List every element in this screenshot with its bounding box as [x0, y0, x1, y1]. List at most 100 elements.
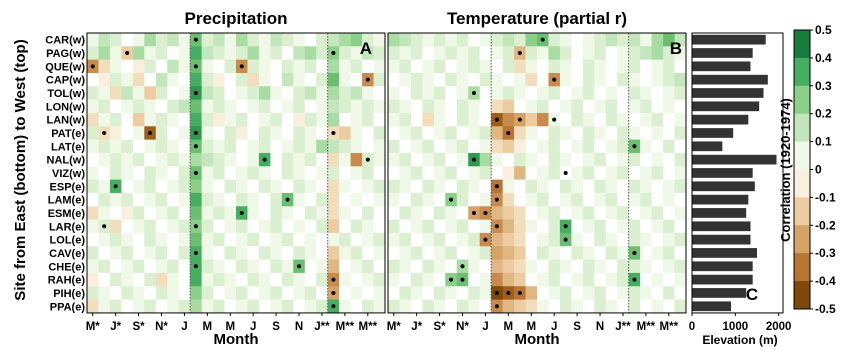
heatmap-cell [373, 286, 386, 300]
heatmap-cell [628, 152, 641, 167]
heatmap-cell [582, 33, 595, 47]
x-tick-label: M** [660, 321, 679, 333]
heatmap-cell [559, 272, 572, 287]
heatmap-cell [617, 72, 630, 87]
heatmap-cell [87, 33, 99, 47]
elevation-bar [692, 221, 751, 232]
heatmap-cell [674, 166, 687, 181]
heatmap-cell [525, 152, 538, 167]
heatmap-cell [640, 286, 653, 300]
heatmap-cell [213, 86, 225, 101]
heatmap-cell [594, 126, 607, 141]
heatmap-cell [456, 152, 469, 167]
heatmap-cell [663, 152, 675, 167]
heatmap-cell [433, 299, 446, 314]
heatmap-cell [167, 272, 180, 287]
heatmap-cell [674, 272, 687, 287]
significance-dot [449, 197, 454, 202]
significance-dot [506, 130, 511, 135]
significance-dot [552, 117, 557, 122]
heatmap-cell [468, 33, 481, 47]
heatmap-cell [270, 179, 283, 194]
heatmap-cell [559, 286, 572, 300]
heatmap-cell [582, 179, 595, 194]
x-tick-label: J [181, 321, 187, 333]
heatmap-cell [388, 86, 400, 101]
heatmap-cell [651, 99, 664, 114]
heatmap-cell [674, 259, 687, 274]
heatmap-cell [201, 286, 214, 300]
heatmap-cell [304, 72, 317, 87]
heatmap-cell [617, 33, 630, 47]
panel-a-title: Precipitation [185, 9, 288, 28]
heatmap-cell [571, 192, 584, 207]
heatmap-cell [109, 192, 122, 207]
heatmap-cell [224, 33, 237, 47]
heatmap-cell [399, 272, 412, 287]
heatmap-cell [339, 86, 352, 101]
heatmap-cell [362, 286, 374, 300]
heatmap-cell [628, 126, 641, 141]
heatmap-cell [582, 232, 595, 247]
heatmap-cell [281, 299, 294, 314]
heatmap-cell [445, 299, 458, 314]
heatmap-cell [362, 232, 374, 247]
heatmap-cell [456, 72, 469, 87]
significance-dot [193, 90, 198, 95]
heatmap-cell [98, 259, 111, 274]
elevation-bar [692, 101, 760, 112]
heatmap-cell [201, 99, 214, 114]
site-label: LAT(e) [51, 141, 85, 153]
significance-dot [632, 250, 637, 255]
heatmap-cell [178, 299, 191, 314]
heatmap-cell [605, 272, 618, 287]
heatmap-cell [525, 299, 538, 314]
panel-b-x-label: Month [515, 331, 560, 348]
heatmap-cell [525, 86, 538, 101]
heatmap-cell [525, 46, 538, 61]
heatmap-cell [132, 286, 145, 300]
heatmap-cell [468, 232, 481, 247]
heatmap-cell [373, 179, 386, 194]
heatmap-cell [327, 72, 340, 87]
heatmap-cell [410, 192, 423, 207]
heatmap-cell [422, 232, 435, 247]
heatmap-cell [388, 299, 400, 314]
heatmap-cell [594, 286, 607, 300]
heatmap-cell [491, 232, 504, 247]
heatmap-cell [178, 72, 191, 87]
heatmap-cell [582, 286, 595, 300]
heatmap-cell [525, 99, 538, 114]
heatmap-cell [98, 72, 111, 87]
heatmap-cell [144, 299, 157, 314]
colorbar-swatch [794, 113, 810, 142]
heatmap-cell [109, 272, 122, 287]
heatmap-cell [445, 99, 458, 114]
heatmap-cell [373, 99, 386, 114]
heatmap-cell [479, 86, 492, 101]
heatmap-cell [525, 112, 538, 127]
heatmap-cell [422, 286, 435, 300]
heatmap-cell [559, 246, 572, 261]
heatmap-cell [213, 33, 225, 47]
site-label: NAL(w) [47, 155, 86, 167]
heatmap-cell [456, 286, 469, 300]
heatmap-cell [674, 232, 687, 247]
heatmap-cell [293, 33, 306, 47]
heatmap-cell [270, 46, 283, 61]
heatmap-cell [388, 219, 400, 234]
heatmap-cell [537, 152, 549, 167]
heatmap-cell [98, 59, 111, 74]
heatmap-cell [339, 206, 352, 221]
site-label: LOL(e) [50, 235, 86, 247]
significance-dot [563, 237, 568, 242]
significance-dot [494, 184, 499, 189]
significance-dot [297, 264, 302, 269]
elevation-bar [692, 88, 764, 98]
heatmap-cell [178, 192, 191, 207]
heatmap-cell [224, 99, 237, 114]
heatmap-cell [456, 99, 469, 114]
heatmap-cell [213, 299, 225, 314]
heatmap-cell [327, 152, 340, 167]
heatmap-cell [167, 99, 180, 114]
